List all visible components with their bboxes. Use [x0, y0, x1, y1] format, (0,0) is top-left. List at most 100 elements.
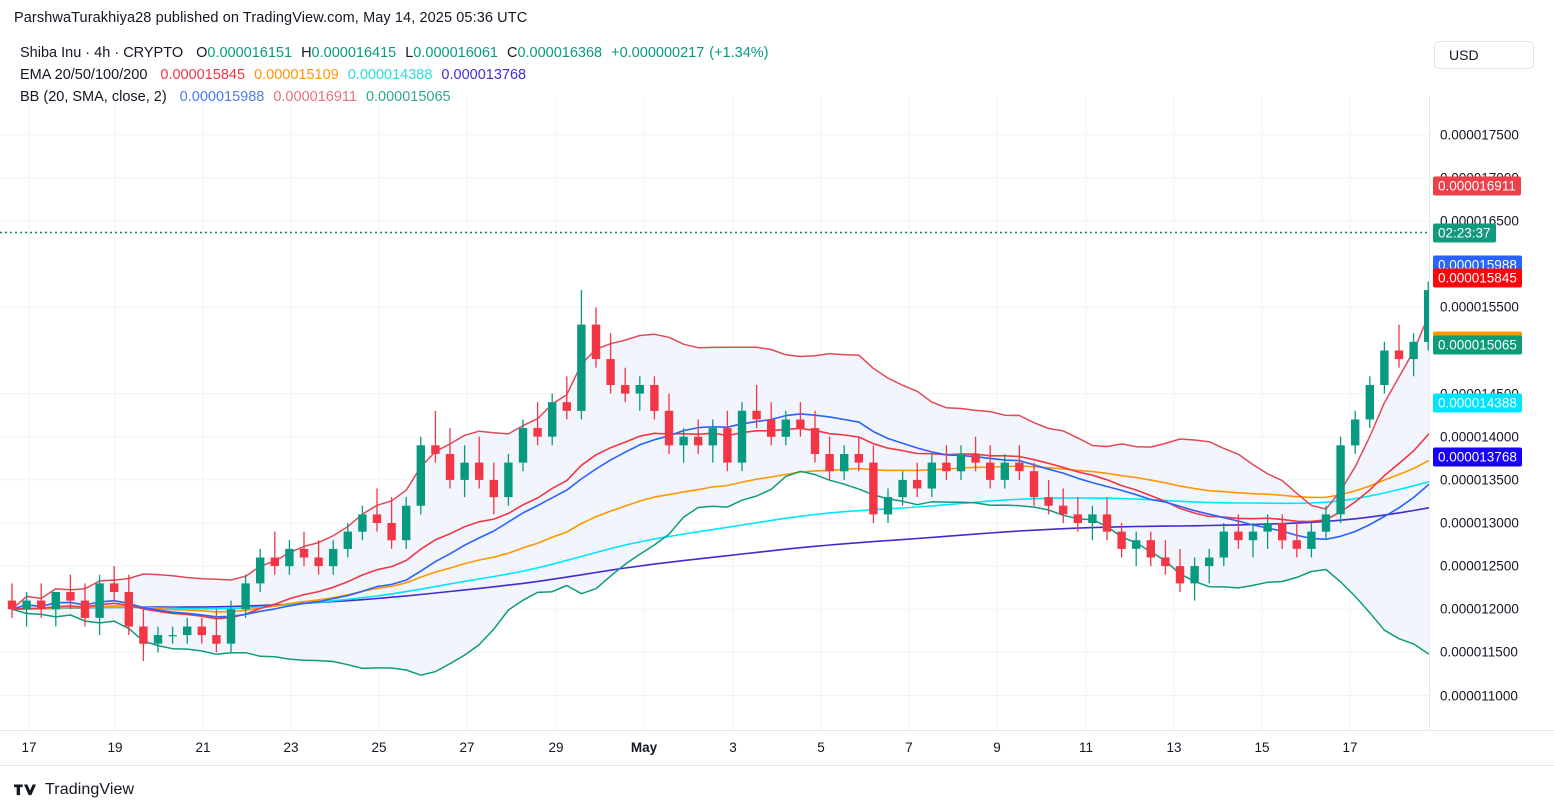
candle-body — [1409, 341, 1418, 360]
candle-body — [460, 462, 469, 480]
candle-body — [548, 402, 557, 437]
candle-body — [1278, 523, 1287, 541]
legend-open-label: O — [196, 45, 208, 61]
tradingview-brand-text: TradingView — [45, 781, 135, 798]
legend-row-bb[interactable]: BB (20, SMA, close, 2) 0.000015988 0.00001… — [20, 86, 769, 108]
candle-body — [737, 410, 747, 463]
legend-ema50-value: 0.000015109 — [254, 67, 339, 83]
candle-body — [372, 514, 382, 523]
candle-body — [869, 462, 878, 515]
candle-body — [1059, 505, 1068, 515]
candle-body — [1102, 514, 1112, 532]
candle-body — [270, 557, 279, 567]
time-axis-tick: 17 — [21, 740, 37, 755]
legend-ema200-value: 0.000013768 — [441, 67, 527, 83]
time-axis-tick: 15 — [1254, 740, 1270, 755]
candle-body — [1015, 462, 1024, 472]
bb-lower-line — [11, 470, 1429, 676]
bb-upper-tag[interactable]: 0.000016911 — [1433, 176, 1521, 196]
legend-interval[interactable]: 4h — [94, 45, 111, 61]
candle-body — [650, 385, 659, 411]
legend-high-value: 0.000016415 — [311, 45, 397, 61]
ema100-tag[interactable]: 0.000014388 — [1433, 393, 1522, 413]
publisher-text: ParshwaTurakhiya28 published on TradingV… — [14, 10, 528, 26]
ema20-tag[interactable]: 0.000015845 — [1433, 268, 1522, 288]
ema50-line — [11, 459, 1429, 613]
chart-plot-area[interactable] — [0, 96, 1429, 730]
legend-ema100-value: 0.000014388 — [347, 67, 433, 83]
candle-body — [1219, 531, 1228, 558]
bb-lower-tag[interactable]: 0.000015065 — [1433, 335, 1522, 355]
tradingview-logo-icon — [14, 784, 36, 795]
candle-body — [1424, 290, 1429, 342]
candle-body — [1117, 531, 1126, 549]
currency-unit-label: USD — [1449, 47, 1479, 63]
candle-body — [1175, 566, 1185, 584]
candle-body — [1336, 445, 1345, 515]
candle-body — [1248, 531, 1258, 541]
legend-symbol[interactable]: Shiba Inu — [20, 45, 82, 61]
candle-body — [796, 419, 805, 429]
candle-body — [197, 626, 206, 636]
time-axis-tick: 13 — [1166, 740, 1182, 755]
candle-body — [343, 531, 352, 549]
candle-body — [489, 479, 498, 498]
bollinger-fill-path — [12, 315, 1429, 676]
ema200-tag[interactable]: 0.000013768 — [1433, 447, 1522, 467]
candle-body — [825, 454, 834, 472]
candle-body — [358, 514, 367, 532]
candle-body — [241, 583, 250, 610]
candle-body — [299, 548, 309, 558]
countdown-tag[interactable]: 02:23:37 — [1433, 223, 1496, 242]
candle-body — [1161, 557, 1170, 567]
candle-body — [1132, 540, 1141, 549]
time-axis-tick: 3 — [729, 740, 737, 755]
price-axis-tick: 0.000013000 — [1440, 515, 1519, 531]
price-axis-tick: 0.000013500 — [1440, 472, 1519, 488]
legend-ema-title[interactable]: EMA 20/50/100/200 — [20, 67, 148, 83]
time-axis-tick: 19 — [107, 740, 123, 755]
candle-body — [314, 557, 323, 567]
candle-body — [7, 600, 17, 610]
time-axis-tick: 25 — [371, 740, 387, 755]
candle-body — [37, 600, 46, 610]
candle-body — [1234, 531, 1243, 541]
price-axis-tick: 0.000011000 — [1440, 688, 1518, 703]
time-axis-tick: 7 — [905, 740, 913, 755]
candle-body — [942, 462, 951, 472]
legend-low-label: L — [405, 45, 414, 61]
candle-body — [810, 428, 820, 454]
candle-body — [504, 462, 513, 498]
candle-body — [606, 359, 615, 385]
price-chart-svg — [0, 96, 1429, 730]
candle-body — [577, 324, 586, 411]
candle-body — [1380, 350, 1389, 385]
candle-body — [752, 410, 761, 420]
candle-body — [883, 497, 893, 515]
candle-body — [285, 548, 294, 567]
candle-body — [927, 462, 936, 489]
time-axis[interactable]: 17 19 21 23 25 27 29 May 3 5 7 9 11 13 15 17 — [0, 730, 1554, 766]
legend-row-symbol[interactable]: Shiba Inu · 4h · CRYPTO O0.000016151 H0.00… — [20, 45, 769, 61]
candle-body — [898, 479, 907, 498]
legend-row-ema[interactable]: EMA 20/50/100/200 0.000015845 0.000015109 0… — [20, 64, 769, 86]
time-axis-tick: 17 — [1342, 740, 1358, 755]
bb-basis-line — [11, 413, 1429, 618]
candle-body — [256, 557, 265, 584]
price-axis[interactable]: 0.0000175000.0000170000.0000165000.00001… — [1429, 96, 1554, 730]
candle-body — [1321, 514, 1331, 532]
candle-body — [51, 592, 60, 610]
candle-body — [387, 523, 396, 541]
price-axis-tick: 0.000012500 — [1440, 558, 1519, 574]
candle-body — [124, 592, 133, 627]
candle-body — [723, 428, 732, 463]
price-axis-tick: 0.000017500 — [1440, 127, 1519, 143]
candle-body — [1000, 462, 1009, 480]
legend-bb-lower-value: 0.000015065 — [365, 89, 451, 105]
currency-unit-button[interactable]: USD — [1434, 41, 1534, 69]
time-axis-tick: 29 — [548, 740, 564, 755]
candle-body — [1394, 350, 1404, 360]
publisher-attribution: ParshwaTurakhiya28 published on TradingV… — [0, 0, 1554, 36]
legend-bb-title[interactable]: BB (20, SMA, close, 2) — [20, 89, 167, 105]
candle-body — [153, 635, 163, 644]
